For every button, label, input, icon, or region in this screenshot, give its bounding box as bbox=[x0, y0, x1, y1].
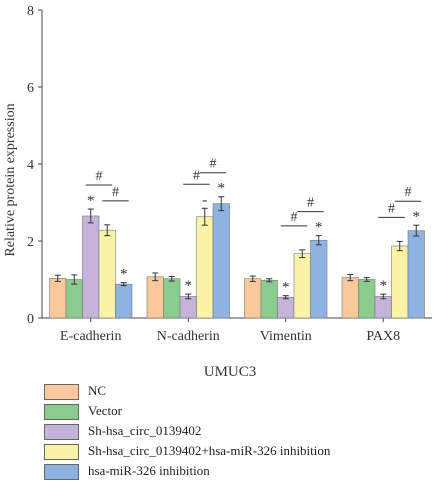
y-tick-label: 2 bbox=[27, 235, 34, 250]
plot-area: 0 2 4 6 8 E-cadherin N-cadherin Vimentin PAX8 * * *… bbox=[27, 4, 432, 344]
legend-item: Sh-hsa_circ_0139402 bbox=[44, 422, 434, 442]
legend-label: hsa-miR-326 inhibition bbox=[88, 463, 210, 478]
bar bbox=[49, 278, 67, 319]
bar bbox=[374, 296, 392, 319]
comparison-mark: # bbox=[112, 185, 119, 200]
x-tick-label: E-cadherin bbox=[60, 329, 121, 344]
bar bbox=[163, 278, 181, 319]
legend-label: Vector bbox=[88, 403, 122, 418]
y-tick-label: 6 bbox=[27, 81, 34, 96]
bar bbox=[82, 215, 100, 319]
comparison-mark: # bbox=[388, 201, 395, 216]
significance-mark: * bbox=[218, 181, 226, 197]
legend-item: NC bbox=[44, 382, 434, 402]
legend-item: Sh-hsa_circ_0139402+hsa-miR-326 inhibiti… bbox=[44, 442, 434, 462]
x-tick-label: N-cadherin bbox=[157, 329, 220, 344]
bar bbox=[310, 239, 328, 319]
bar bbox=[65, 279, 83, 319]
legend-label: Sh-hsa_circ_0139402 bbox=[88, 423, 202, 438]
significance-mark: * bbox=[185, 278, 193, 294]
comparison-mark: # bbox=[405, 185, 412, 200]
y-tick-label: 8 bbox=[27, 4, 34, 19]
bar bbox=[115, 283, 133, 319]
legend-label: Sh-hsa_circ_0139402+hsa-miR-326 inhibiti… bbox=[88, 443, 331, 458]
legend-item: Vector bbox=[44, 402, 434, 422]
bar bbox=[98, 229, 116, 319]
bar-chart: Relative protein expression UMUC3 0 2 4 6 8 E… bbox=[3, 4, 432, 380]
legend-swatch bbox=[44, 404, 79, 420]
bar bbox=[358, 279, 376, 319]
legend-swatch bbox=[44, 464, 79, 480]
x-axis-label: UMUC3 bbox=[204, 364, 257, 380]
significance-mark: * bbox=[120, 267, 128, 283]
significance-mark: * bbox=[413, 209, 421, 225]
comparison-mark: # bbox=[210, 157, 217, 172]
comparison-mark: # bbox=[96, 169, 103, 184]
legend-item: hsa-miR-326 inhibition bbox=[44, 462, 434, 482]
bar bbox=[212, 203, 230, 319]
bar bbox=[341, 277, 359, 319]
y-tick-label: 0 bbox=[27, 312, 34, 327]
legend: NC Vector Sh-hsa_circ_0139402 Sh-hsa_circ_0… bbox=[44, 382, 434, 482]
bar bbox=[407, 230, 425, 319]
y-axis-label: Relative protein expression bbox=[3, 103, 18, 256]
bar bbox=[146, 276, 164, 319]
bar bbox=[277, 296, 295, 319]
legend-swatch bbox=[44, 384, 79, 400]
comparison-mark: # bbox=[307, 196, 314, 211]
significance-mark: * bbox=[380, 278, 388, 294]
x-tick-label: Vimentin bbox=[260, 329, 312, 344]
comparison-mark: # bbox=[193, 168, 200, 183]
bar bbox=[391, 245, 409, 319]
comparison-mark: # bbox=[291, 210, 298, 225]
bar bbox=[196, 216, 214, 319]
significance-mark: * bbox=[87, 193, 95, 209]
y-tick-label: 4 bbox=[27, 158, 34, 173]
bar bbox=[179, 296, 197, 319]
legend-label: NC bbox=[88, 383, 107, 398]
significance-mark: - bbox=[202, 192, 207, 208]
significance-mark: * bbox=[282, 280, 290, 296]
bar bbox=[293, 253, 311, 319]
bar bbox=[244, 278, 262, 319]
significance-mark: * bbox=[315, 220, 323, 236]
legend-swatch bbox=[44, 444, 79, 460]
bar bbox=[260, 279, 278, 319]
legend-swatch bbox=[44, 424, 79, 440]
x-tick-label: PAX8 bbox=[366, 329, 400, 344]
